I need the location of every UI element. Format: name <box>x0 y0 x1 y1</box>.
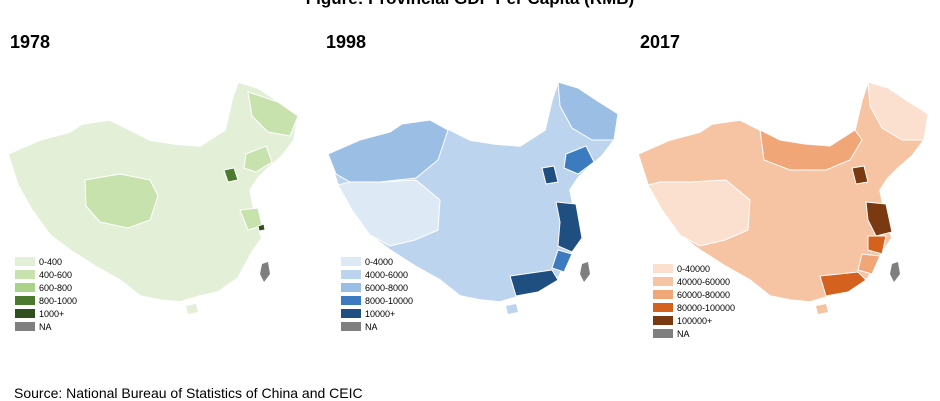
region-northeast <box>867 81 929 141</box>
legend-1998: 0-4000 4000-6000 6000-8000 8000-10000 10… <box>340 255 413 333</box>
map-1978 <box>7 81 299 314</box>
legend-1978: 0-400 400-600 600-800 800-1000 1000+ NA <box>14 255 77 333</box>
region-liaoning <box>563 145 595 175</box>
legend-row: 6000-8000 <box>340 281 413 294</box>
legend-swatch <box>652 315 674 326</box>
legend-label: 800-1000 <box>39 295 78 306</box>
region-inner-mongolia <box>759 129 863 171</box>
legend-swatch <box>340 256 362 267</box>
region-guangdong <box>819 271 867 297</box>
panel-2017: 2017 0-40000 40000-60000 60000-80000 800… <box>630 0 940 360</box>
region-fujian <box>551 249 573 273</box>
legend-swatch <box>14 308 36 319</box>
legend-label: 0-4000 <box>365 256 394 267</box>
island-taiwan <box>890 262 900 282</box>
panel-1978: 1978 0-400 400-600 600-800 800-1000 1000… <box>0 0 310 360</box>
legend-label: 80000-100000 <box>677 302 736 313</box>
legend-row: 400-600 <box>14 268 77 281</box>
region-tibet <box>337 179 441 247</box>
legend-swatch <box>652 302 674 313</box>
legend-label: NA <box>39 321 52 332</box>
legend-swatch <box>14 295 36 306</box>
legend-row: 100000+ <box>652 314 735 327</box>
region-heilongjiang <box>247 91 299 137</box>
legend-label: 8000-10000 <box>365 295 414 306</box>
island-taiwan <box>260 262 270 282</box>
legend-swatch <box>340 269 362 280</box>
region-beijing-tianjin <box>851 165 869 185</box>
legend-swatch <box>652 328 674 339</box>
region-zhejiang <box>867 235 887 255</box>
legend-label: 60000-80000 <box>677 289 731 300</box>
region-qinghai <box>84 173 159 229</box>
legend-label: NA <box>677 328 690 339</box>
legend-swatch <box>340 321 362 332</box>
legend-label: 100000+ <box>677 315 713 326</box>
region-liaoning <box>243 145 273 173</box>
legend-label: 6000-8000 <box>365 282 409 293</box>
legend-swatch <box>652 263 674 274</box>
region-guangdong <box>509 269 559 297</box>
legend-row: 0-4000 <box>340 255 413 268</box>
legend-row: NA <box>340 320 413 333</box>
legend-row: 0-400 <box>14 255 77 268</box>
region-east-coast <box>555 201 583 253</box>
legend-swatch <box>340 295 362 306</box>
legend-label: 1000+ <box>39 308 65 319</box>
legend-swatch <box>14 282 36 293</box>
region-tibet <box>647 179 751 247</box>
island-hainan <box>506 304 518 314</box>
map-2017 <box>637 81 929 314</box>
legend-row: 8000-10000 <box>340 294 413 307</box>
region-northeast <box>557 81 619 141</box>
region-east-coast <box>865 201 893 237</box>
legend-label: 4000-6000 <box>365 269 409 280</box>
legend-swatch <box>340 282 362 293</box>
panel-1998: 1998 0-4000 4000-6000 6000-8000 8000-100… <box>320 0 630 360</box>
region-shanghai <box>257 223 266 232</box>
legend-swatch <box>652 289 674 300</box>
legend-2017: 0-40000 40000-60000 60000-80000 80000-10… <box>652 262 735 340</box>
legend-row: 4000-6000 <box>340 268 413 281</box>
legend-row: 1000+ <box>14 307 77 320</box>
legend-label: 0-400 <box>39 256 63 267</box>
legend-swatch <box>340 308 362 319</box>
source-note: Source: National Bureau of Statistics of… <box>14 385 363 401</box>
legend-label: 600-800 <box>39 282 73 293</box>
legend-label: NA <box>365 321 378 332</box>
legend-row: 600-800 <box>14 281 77 294</box>
region-xinjiang <box>327 119 449 183</box>
legend-row: 60000-80000 <box>652 288 735 301</box>
legend-swatch <box>652 276 674 287</box>
panel-year: 2017 <box>640 32 681 52</box>
region-beijing-tianjin <box>541 165 559 185</box>
legend-swatch <box>14 321 36 332</box>
legend-row: NA <box>652 327 735 340</box>
legend-row: 0-40000 <box>652 262 735 275</box>
legend-swatch <box>14 256 36 267</box>
legend-row: 80000-100000 <box>652 301 735 314</box>
legend-label: 10000+ <box>365 308 396 319</box>
legend-row: 800-1000 <box>14 294 77 307</box>
panel-year: 1998 <box>326 32 367 52</box>
legend-label: 0-40000 <box>677 263 711 274</box>
map-1998 <box>327 81 619 314</box>
island-taiwan <box>580 262 590 282</box>
legend-label: 40000-60000 <box>677 276 731 287</box>
figure-title: Figure: Provincial GDP Per Capita (RMB) <box>0 0 940 9</box>
legend-swatch <box>14 269 36 280</box>
legend-row: 10000+ <box>340 307 413 320</box>
legend-label: 400-600 <box>39 269 73 280</box>
region-beijing-tianjin <box>223 167 239 183</box>
panel-year: 1978 <box>10 32 51 52</box>
legend-row: NA <box>14 320 77 333</box>
region-fujian <box>857 253 881 275</box>
legend-row: 40000-60000 <box>652 275 735 288</box>
island-hainan <box>816 304 828 314</box>
island-hainan <box>186 304 198 314</box>
